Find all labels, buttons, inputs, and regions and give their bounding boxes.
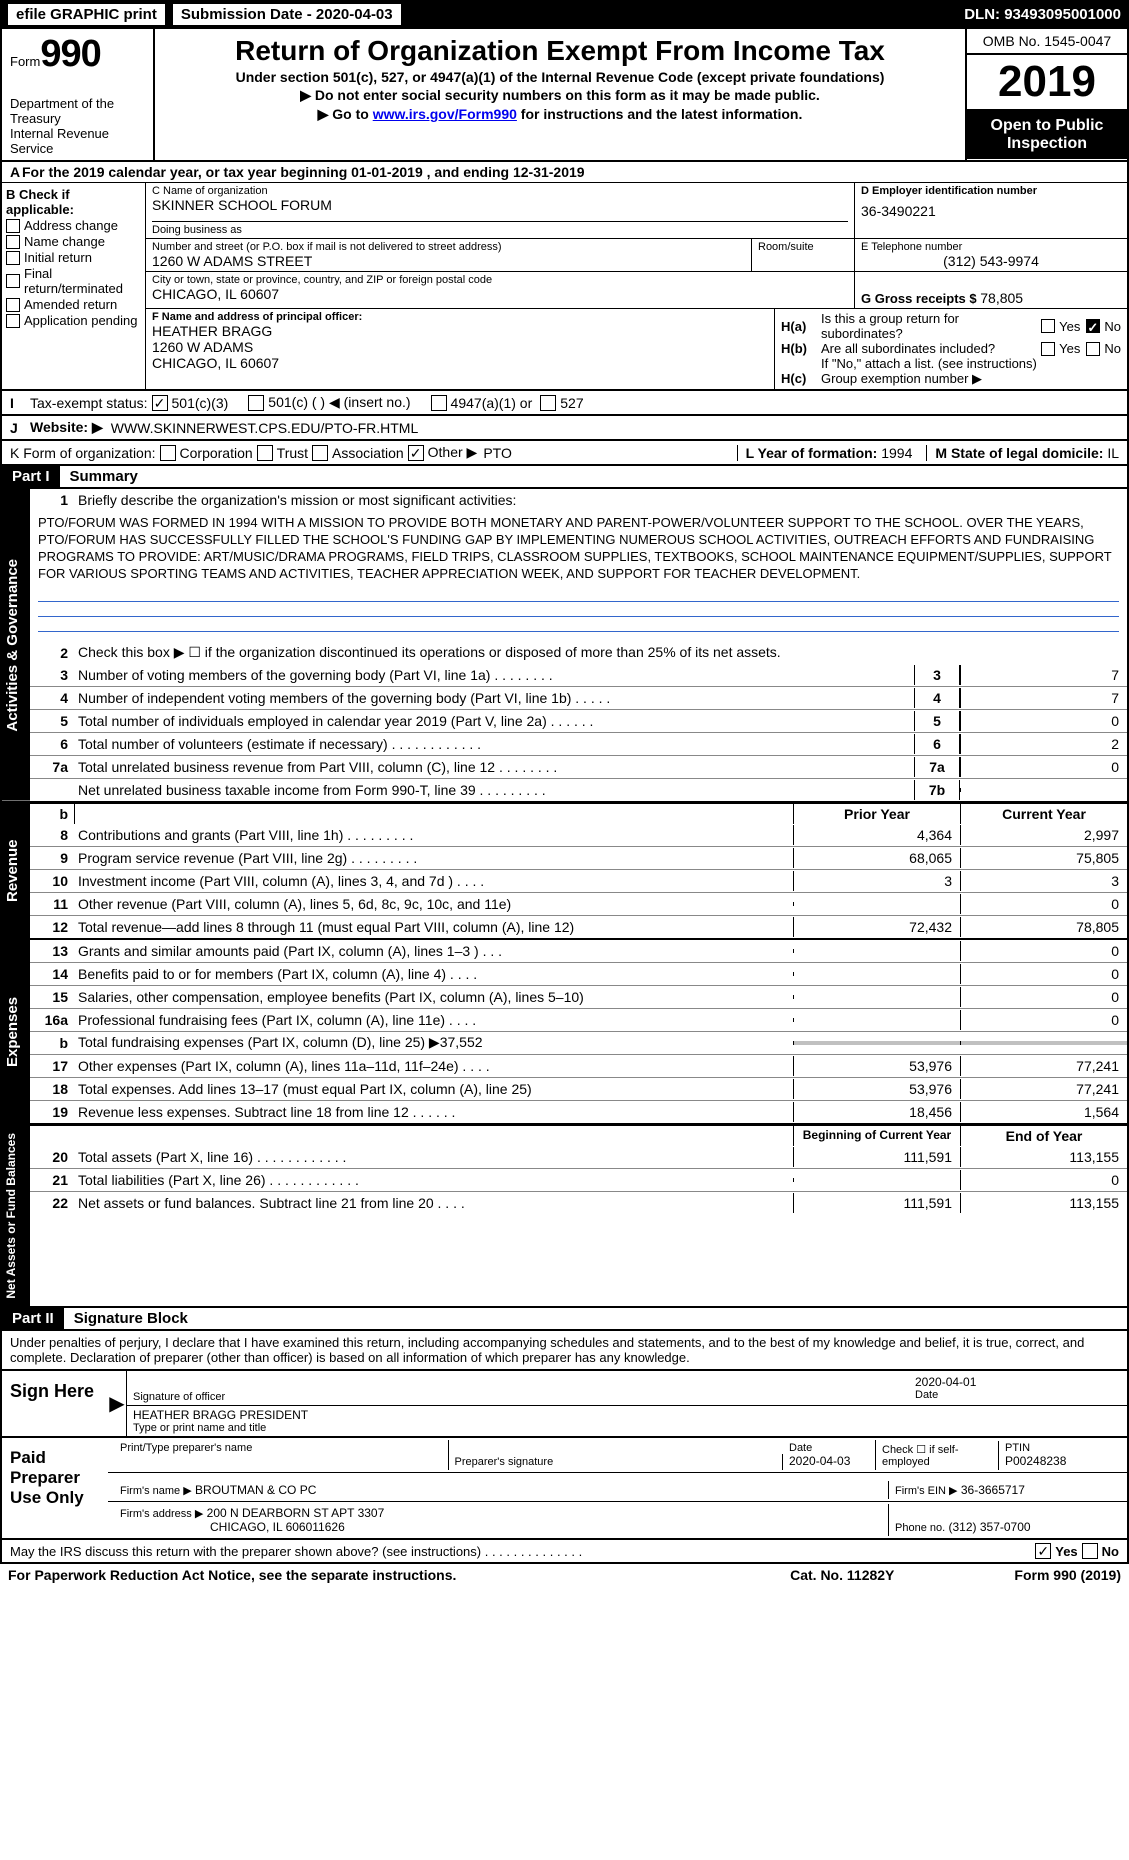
gross-receipts: 78,805	[980, 290, 1023, 306]
tax-exempt-row: I Tax-exempt status: ✓501(c)(3) 501(c) (…	[0, 391, 1129, 416]
website-value: WWW.SKINNERWEST.CPS.EDU/PTO-FR.HTML	[111, 420, 419, 436]
mission-text: PTO/FORUM WAS FORMED IN 1994 WITH A MISS…	[30, 511, 1127, 587]
dept-treasury: Department of the Treasury	[10, 96, 145, 126]
form-subtitle: Under section 501(c), 527, or 4947(a)(1)…	[163, 69, 957, 85]
form-note2: ▶ Go to www.irs.gov/Form990 for instruct…	[163, 106, 957, 123]
vert-net: Net Assets or Fund Balances	[2, 1125, 30, 1307]
org-street: 1260 W ADAMS STREET	[152, 253, 745, 269]
table-row: 15Salaries, other compensation, employee…	[30, 985, 1127, 1008]
table-row: 7aTotal unrelated business revenue from …	[30, 755, 1127, 778]
table-row: 14Benefits paid to or for members (Part …	[30, 962, 1127, 985]
table-row: 10Investment income (Part VIII, column (…	[30, 869, 1127, 892]
sign-here-block: Sign Here ▶ Signature of officer 2020-04…	[0, 1371, 1129, 1438]
right-header: OMB No. 1545-0047 2019 Open to Public In…	[967, 29, 1127, 160]
form-title-cell: Return of Organization Exempt From Incom…	[155, 29, 967, 160]
dln-label: DLN:	[964, 6, 1000, 23]
phone: (312) 543-9974	[861, 253, 1121, 269]
part-2-header: Part II Signature Block	[0, 1308, 1129, 1331]
declaration-text: Under penalties of perjury, I declare th…	[0, 1331, 1129, 1371]
table-row: 8Contributions and grants (Part VIII, li…	[30, 824, 1127, 846]
vert-governance: Activities & Governance	[2, 489, 30, 801]
ein: 36-3490221	[861, 203, 1121, 219]
table-row: 9Program service revenue (Part VIII, lin…	[30, 846, 1127, 869]
footer-bottom: For Paperwork Reduction Act Notice, see …	[0, 1564, 1129, 1586]
org-name: SKINNER SCHOOL FORUM	[152, 197, 848, 213]
discuss-yes-checkbox: ✓	[1035, 1543, 1051, 1559]
column-c-to-h: C Name of organization SKINNER SCHOOL FO…	[146, 183, 1127, 389]
main-identity-block: B Check if applicable: Address change Na…	[0, 183, 1129, 391]
org-city: CHICAGO, IL 60607	[152, 286, 848, 302]
discuss-row: May the IRS discuss this return with the…	[0, 1540, 1129, 1564]
dln-value: 93493095001000	[1004, 6, 1121, 23]
column-b: B Check if applicable: Address change Na…	[2, 183, 146, 389]
table-row: 12Total revenue—add lines 8 through 11 (…	[30, 915, 1127, 938]
table-row: 22Net assets or fund balances. Subtract …	[30, 1191, 1127, 1214]
vert-expenses: Expenses	[2, 940, 30, 1123]
table-row: 16aProfessional fundraising fees (Part I…	[30, 1008, 1127, 1031]
table-row: bTotal fundraising expenses (Part IX, co…	[30, 1031, 1127, 1054]
open-public: Open to Public Inspection	[967, 111, 1127, 159]
officer-signed-name: HEATHER BRAGG PRESIDENT	[133, 1408, 1121, 1422]
efile-label: efile GRAPHIC print	[8, 4, 165, 25]
vert-revenue: Revenue	[2, 803, 30, 938]
form-header: Form990 Department of the Treasury Inter…	[0, 29, 1129, 162]
table-row: 21Total liabilities (Part X, line 26) . …	[30, 1168, 1127, 1191]
paid-preparer-block: Paid Preparer Use Only Print/Type prepar…	[0, 1438, 1129, 1540]
row-a: A For the 2019 calendar year, or tax yea…	[0, 162, 1129, 183]
table-row: 13Grants and similar amounts paid (Part …	[30, 940, 1127, 962]
officer-name: HEATHER BRAGG	[152, 323, 768, 339]
table-row: 6Total number of volunteers (estimate if…	[30, 732, 1127, 755]
net-assets-section: Net Assets or Fund Balances Beginning of…	[0, 1125, 1129, 1309]
form-number-cell: Form990 Department of the Treasury Inter…	[2, 29, 155, 160]
form-title: Return of Organization Exempt From Incom…	[163, 35, 957, 67]
form-note1: ▶ Do not enter social security numbers o…	[163, 87, 957, 104]
part-1-header: Part I Summary	[0, 466, 1129, 489]
governance-section: Activities & Governance 1 Briefly descri…	[0, 489, 1129, 803]
expenses-section: Expenses 13Grants and similar amounts pa…	[0, 940, 1129, 1125]
501c3-checkbox: ✓	[152, 395, 168, 411]
form-org-row: K Form of organization: Corporation Trus…	[0, 441, 1129, 466]
tax-year-range: For the 2019 calendar year, or tax year …	[22, 164, 585, 180]
table-row: 4Number of independent voting members of…	[30, 686, 1127, 709]
submission-box: Submission Date - 2020-04-03	[173, 4, 401, 25]
table-row: 17Other expenses (Part IX, column (A), l…	[30, 1054, 1127, 1077]
table-row: 19Revenue less expenses. Subtract line 1…	[30, 1100, 1127, 1123]
tax-year: 2019	[967, 55, 1127, 111]
table-row: Net unrelated business taxable income fr…	[30, 778, 1127, 801]
table-row: 5Total number of individuals employed in…	[30, 709, 1127, 732]
revenue-section: Revenue b Prior Year Current Year 8Contr…	[0, 803, 1129, 940]
top-bar: efile GRAPHIC print Submission Date - 20…	[0, 0, 1129, 29]
table-row: 18Total expenses. Add lines 13–17 (must …	[30, 1077, 1127, 1100]
irs-link[interactable]: www.irs.gov/Form990	[373, 106, 517, 122]
irs-label: Internal Revenue Service	[10, 126, 145, 156]
other-checkbox: ✓	[408, 445, 424, 461]
sign-arrow-icon: ▶	[108, 1371, 127, 1436]
website-row: J Website: ▶ WWW.SKINNERWEST.CPS.EDU/PTO…	[0, 416, 1129, 441]
omb-number: OMB No. 1545-0047	[967, 29, 1127, 55]
table-row: 11Other revenue (Part VIII, column (A), …	[30, 892, 1127, 915]
table-row: 3Number of voting members of the governi…	[30, 664, 1127, 686]
table-row: 20Total assets (Part X, line 16) . . . .…	[30, 1146, 1127, 1168]
